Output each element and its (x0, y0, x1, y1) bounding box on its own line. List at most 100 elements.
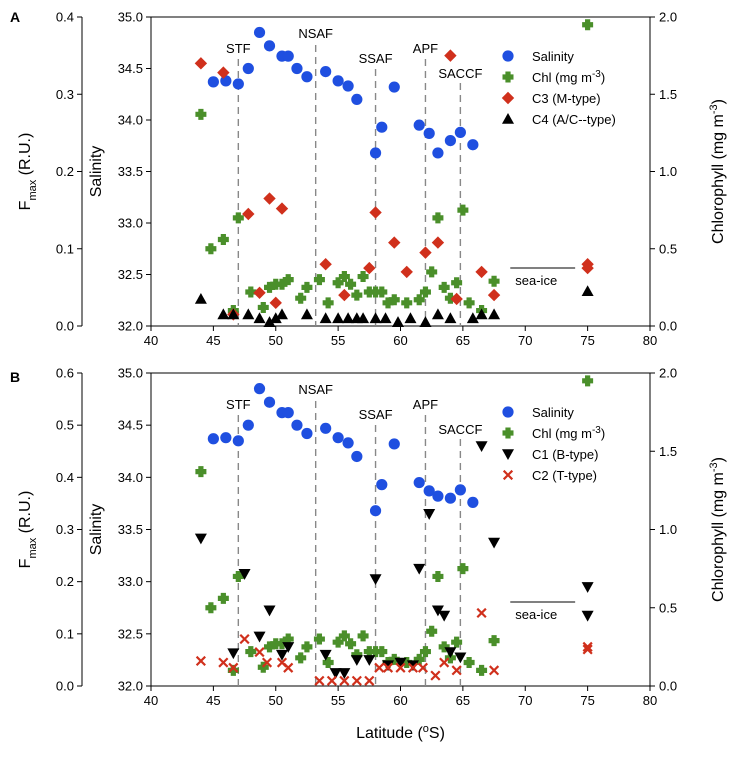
point-chl (401, 657, 413, 669)
point-chl (438, 281, 450, 293)
plot-frame (150, 16, 651, 327)
salinity-tick-label: 32.0 (118, 319, 143, 334)
chl-axis-label: Chlorophyll (mg m-3) (708, 457, 727, 602)
point-c1 (338, 668, 351, 679)
front-label-nsaf: NSAF (298, 26, 333, 41)
point-chl (451, 277, 463, 289)
point-c1 (350, 655, 363, 666)
chl-tick-label: 1.5 (659, 444, 677, 459)
point-chl (444, 292, 456, 304)
chl-tick-label: 1.5 (659, 87, 677, 102)
x-tick-label: 75 (580, 693, 594, 708)
salinity-tick-label: 34.5 (118, 418, 143, 433)
x-tick-label: 40 (144, 333, 158, 348)
point-salinity (332, 75, 344, 87)
point-c3 (275, 202, 289, 215)
x-tick-label: 70 (518, 333, 532, 348)
point-c1 (413, 563, 426, 575)
front-label-ssaf: SSAF (359, 51, 393, 66)
x-tick-label: 65 (456, 333, 470, 348)
point-c4 (342, 312, 355, 324)
point-chl (195, 466, 207, 478)
point-c4 (300, 308, 313, 320)
point-salinity (351, 93, 363, 105)
point-salinity (351, 450, 363, 463)
legend-label-salinity: Salinity (532, 49, 574, 64)
point-chl (345, 278, 357, 290)
salinity-tick-label: 32.5 (118, 626, 143, 641)
point-chl (301, 641, 313, 653)
point-salinity (432, 147, 444, 159)
point-c4 (275, 308, 288, 320)
point-c2 (582, 644, 593, 655)
front-label-saccf: SACCF (438, 422, 482, 437)
point-c1 (238, 569, 251, 580)
chl-tick-label: 1.0 (659, 522, 677, 537)
legend-marker-c2 (502, 469, 514, 481)
point-salinity (423, 485, 435, 497)
point-c3 (263, 192, 276, 205)
point-c3 (194, 57, 208, 70)
chl-tick-label: 2.0 (659, 366, 677, 381)
point-salinity (301, 71, 313, 83)
point-c4 (404, 312, 417, 324)
point-chl (432, 570, 444, 582)
point-c2 (339, 675, 350, 686)
point-c3 (581, 258, 594, 271)
x-axis-label: Latitude (oS) (356, 723, 445, 742)
point-chl (264, 281, 276, 293)
point-salinity (242, 62, 254, 75)
point-chl (357, 271, 369, 283)
point-chl (463, 657, 475, 669)
point-c4 (369, 312, 382, 324)
salinity-tick-label: 34.0 (118, 113, 143, 128)
point-salinity (369, 505, 382, 517)
point-chl (345, 638, 357, 650)
fmax-tick-label: 0.0 (56, 319, 74, 334)
salinity-tick-label: 32.5 (118, 267, 143, 282)
point-chl (426, 266, 438, 278)
point-chl (370, 646, 382, 658)
legend-label-chl: Chl (mg m-3) (532, 425, 605, 442)
salinity-tick-label: 33.0 (118, 216, 143, 231)
point-c2 (430, 670, 441, 681)
point-c1 (369, 574, 382, 586)
point-salinity (342, 437, 354, 449)
point-c4 (431, 308, 444, 320)
point-salinity (291, 419, 303, 431)
point-c2 (407, 662, 419, 673)
point-chl (382, 297, 394, 309)
salinity-tick-label: 34.0 (118, 470, 143, 485)
point-salinity (263, 40, 276, 52)
point-chl (376, 646, 388, 658)
fmax-tick-label: 0.2 (56, 574, 74, 589)
legend-marker-salinity (502, 50, 514, 62)
point-chl (301, 281, 313, 293)
point-chl (295, 292, 307, 304)
legend-label-c2: C2 (T-type) (532, 468, 597, 483)
legend-label-chl: Chl (mg m-3) (532, 69, 605, 86)
plot-frame (150, 372, 651, 687)
point-c1 (438, 610, 451, 622)
point-chl (376, 286, 388, 298)
point-chl (276, 638, 288, 650)
point-c2 (254, 647, 265, 658)
point-salinity (342, 80, 354, 92)
point-chl (232, 570, 244, 582)
salinity-tick-label: 32.0 (118, 679, 143, 694)
x-tick-label: 60 (393, 333, 407, 348)
point-c3 (269, 296, 282, 310)
point-c3 (400, 265, 413, 279)
point-chl (351, 649, 363, 661)
point-c2 (476, 607, 487, 619)
x-tick-label: 75 (580, 333, 594, 348)
point-salinity (376, 479, 388, 491)
point-chl (357, 630, 369, 642)
legend-marker-chl (502, 427, 514, 439)
point-c2 (417, 662, 429, 673)
point-salinity (444, 135, 456, 147)
point-c2 (195, 655, 206, 667)
x-tick-label: 70 (518, 693, 532, 708)
point-chl (363, 286, 375, 298)
